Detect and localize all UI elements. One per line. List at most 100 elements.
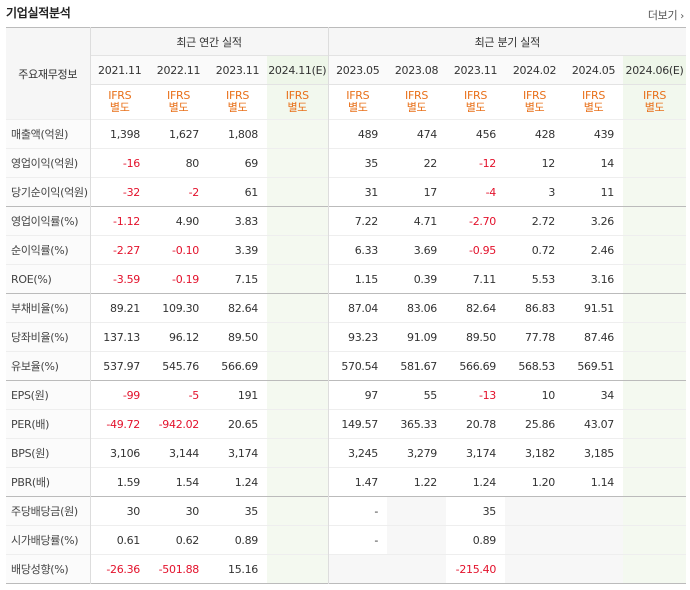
annual-value bbox=[267, 380, 329, 410]
table-row: 유보율(%) 537.97 545.76 566.69 570.54 581.67 566.… bbox=[6, 351, 687, 381]
more-link[interactable]: 더보기 › bbox=[648, 7, 684, 23]
annual-value: -1.12 bbox=[90, 206, 149, 236]
quarter-value bbox=[623, 380, 687, 410]
annual-value: -2.27 bbox=[90, 235, 149, 265]
quarter-value bbox=[623, 235, 687, 265]
basis-standard: IFRS bbox=[226, 89, 249, 102]
annual-value bbox=[267, 177, 329, 207]
annual-value: 1.59 bbox=[90, 467, 149, 497]
table-row: 부채비율(%) 89.21 109.30 82.64 87.04 83.06 82.64 86… bbox=[6, 293, 687, 323]
table-row: BPS(원) 3,106 3,144 3,174 3,245 3,279 3,174 3,18… bbox=[6, 438, 687, 468]
table-row: 당기순이익(억원) -32 -2 61 31 17 -4 3 11 bbox=[6, 177, 687, 207]
period-header: 2023.08 bbox=[387, 55, 447, 85]
quarter-value bbox=[327, 554, 388, 584]
basis-header: IFRS 별도 bbox=[505, 84, 565, 120]
quarter-value: 569.51 bbox=[564, 351, 624, 381]
quarter-value: 3 bbox=[505, 177, 565, 207]
quarter-value: 93.23 bbox=[327, 322, 388, 352]
annual-value: 4.90 bbox=[149, 206, 208, 236]
annual-value: -0.10 bbox=[149, 235, 208, 265]
annual-value: -3.59 bbox=[90, 264, 149, 294]
quarter-value: 22 bbox=[387, 148, 447, 178]
quarter-value: 43.07 bbox=[564, 409, 624, 439]
quarter-value: - bbox=[327, 525, 388, 555]
quarter-value: 7.22 bbox=[327, 206, 388, 236]
table-row: 매출액(억원) 1,398 1,627 1,808 489 474 456 428 439 bbox=[6, 119, 687, 149]
row-label: PBR(배) bbox=[6, 467, 91, 497]
annual-value bbox=[267, 467, 329, 497]
basis-standard: IFRS bbox=[285, 89, 309, 102]
quarter-value: 1.20 bbox=[505, 467, 565, 497]
annual-value: -2 bbox=[149, 177, 208, 207]
annual-value: -942.02 bbox=[149, 409, 208, 439]
period-header: 2021.11 bbox=[90, 55, 149, 85]
chevron-right-icon: › bbox=[680, 11, 684, 22]
quarter-value: 2.46 bbox=[564, 235, 624, 265]
quarter-value: 7.11 bbox=[446, 264, 506, 294]
financial-summary-table: 주요재무정보 최근 연간 실적 최근 분기 실적 2021.11 2022.11 2… bbox=[6, 27, 687, 584]
quarter-value: 0.39 bbox=[387, 264, 447, 294]
basis-standard: IFRS bbox=[108, 89, 132, 102]
period-header: 2022.11 bbox=[149, 55, 208, 85]
quarter-value bbox=[623, 467, 687, 497]
quarter-group-header: 최근 분기 실적 bbox=[327, 27, 687, 56]
basis-standard: IFRS bbox=[464, 89, 488, 102]
basis-standard: IFRS bbox=[523, 89, 547, 102]
annual-value: -99 bbox=[90, 380, 149, 410]
period-header: 2024.06(E) bbox=[623, 55, 687, 85]
quarter-value: 31 bbox=[327, 177, 388, 207]
quarter-value: 86.83 bbox=[505, 293, 565, 323]
quarter-value bbox=[623, 322, 687, 352]
annual-value: 3.39 bbox=[208, 235, 267, 265]
quarter-value: 149.57 bbox=[327, 409, 388, 439]
annual-value: 0.89 bbox=[208, 525, 267, 555]
quarter-value: 365.33 bbox=[387, 409, 447, 439]
annual-value: 20.65 bbox=[208, 409, 267, 439]
quarter-value bbox=[623, 293, 687, 323]
annual-value: 89.50 bbox=[208, 322, 267, 352]
quarter-value bbox=[623, 119, 687, 149]
annual-value: 30 bbox=[90, 496, 149, 526]
quarter-value: -13 bbox=[446, 380, 506, 410]
quarter-value: 83.06 bbox=[387, 293, 447, 323]
quarter-value: -4 bbox=[446, 177, 506, 207]
quarter-value: 91.09 bbox=[387, 322, 447, 352]
quarter-value: 6.33 bbox=[327, 235, 388, 265]
annual-value bbox=[267, 351, 329, 381]
annual-value: -5 bbox=[149, 380, 208, 410]
row-label: 주당배당금(원) bbox=[6, 496, 91, 526]
table-row: 배당성향(%) -26.36 -501.88 15.16 -215.40 bbox=[6, 554, 687, 584]
more-label: 더보기 bbox=[647, 9, 678, 22]
annual-value: 109.30 bbox=[149, 293, 208, 323]
basis-header: IFRS 별도 bbox=[267, 84, 329, 120]
quarter-value: 566.69 bbox=[446, 351, 506, 381]
basis-type: 별도 bbox=[583, 101, 604, 114]
annual-value bbox=[267, 322, 329, 352]
row-label: 당좌비율(%) bbox=[6, 322, 91, 352]
annual-value: 80 bbox=[149, 148, 208, 178]
basis-type: 별도 bbox=[287, 101, 308, 114]
quarter-value: 3.69 bbox=[387, 235, 447, 265]
quarter-value bbox=[387, 496, 447, 526]
basis-header: IFRS 별도 bbox=[90, 84, 149, 120]
quarter-value: 77.78 bbox=[505, 322, 565, 352]
annual-value: 537.97 bbox=[90, 351, 149, 381]
quarter-value: 12 bbox=[505, 148, 565, 178]
quarter-value bbox=[564, 525, 624, 555]
quarter-value: 428 bbox=[505, 119, 565, 149]
annual-value: 0.61 bbox=[90, 525, 149, 555]
annual-value: -32 bbox=[90, 177, 149, 207]
annual-value bbox=[267, 554, 329, 584]
basis-standard: IFRS bbox=[582, 89, 606, 102]
row-label: 매출액(억원) bbox=[6, 119, 91, 149]
section-title: 기업실적분석 bbox=[6, 6, 71, 20]
quarter-value: 3.16 bbox=[564, 264, 624, 294]
annual-value: 1,627 bbox=[149, 119, 208, 149]
table-row: 시가배당률(%) 0.61 0.62 0.89-0.89 bbox=[6, 525, 687, 555]
basis-header: IFRS 별도 bbox=[564, 84, 624, 120]
annual-value: -49.72 bbox=[90, 409, 149, 439]
row-label: 영업이익률(%) bbox=[6, 206, 91, 236]
quarter-value: 82.64 bbox=[446, 293, 506, 323]
quarter-value: 3,174 bbox=[446, 438, 506, 468]
annual-value: 69 bbox=[208, 148, 267, 178]
